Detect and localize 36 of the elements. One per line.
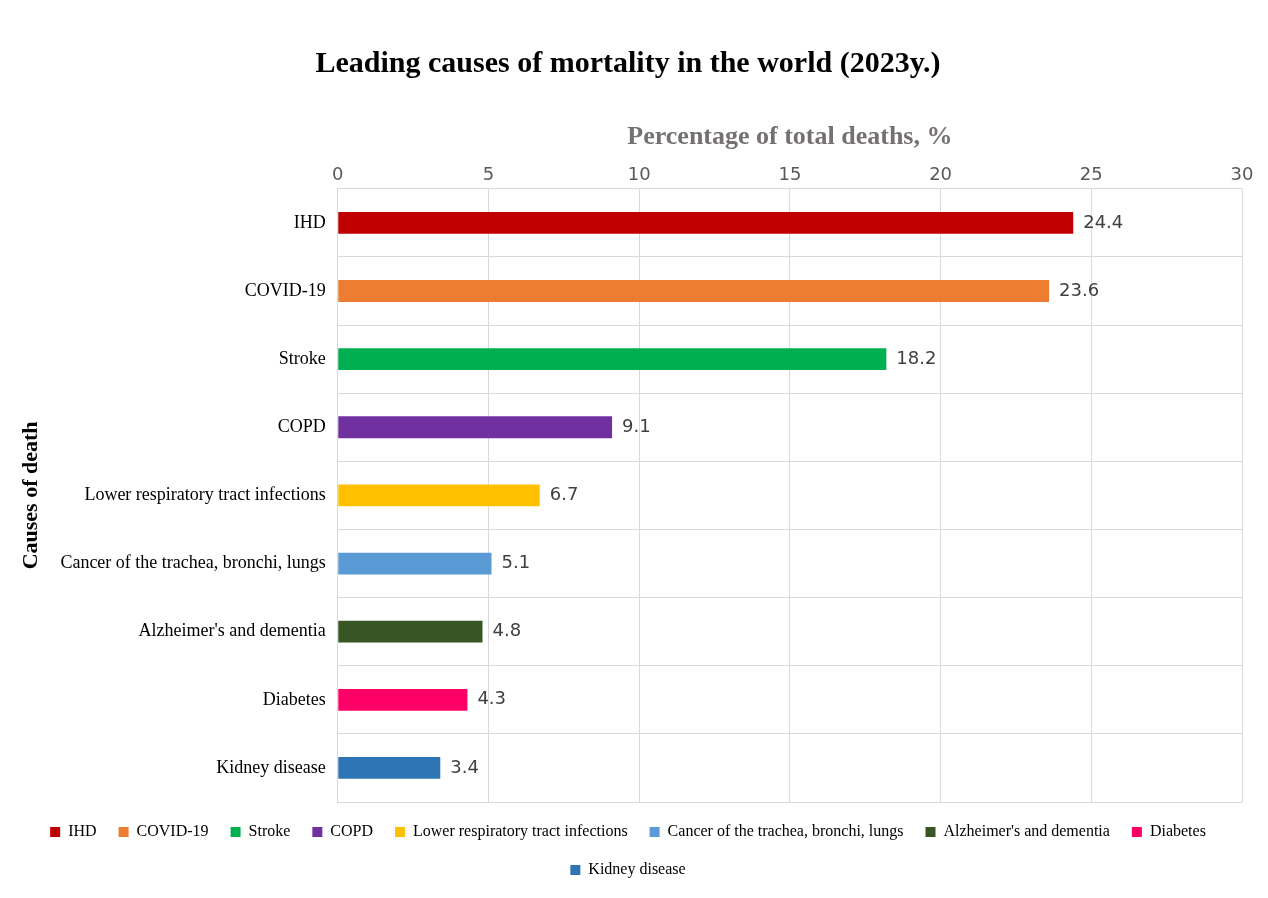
y-tick-label: Stroke: [278, 347, 326, 368]
data-label: 3.4: [450, 755, 479, 777]
legend-label: Diabetes: [1149, 822, 1206, 840]
y-tick-label: Diabetes: [262, 688, 326, 709]
legend-label: COPD: [330, 822, 374, 840]
chart-title: Leading causes of mortality in the world (2023y.): [315, 44, 941, 79]
legend-label: Alzheimer's and dementia: [943, 822, 1110, 840]
y-axis-title: Causes of death: [16, 421, 42, 570]
x-tick-label: 25: [1079, 162, 1103, 184]
legend-label: Kidney disease: [588, 860, 686, 879]
y-tick-label: Lower respiratory tract infections: [84, 484, 326, 505]
data-label: 18.2: [896, 346, 937, 368]
x-tick-label: 0: [332, 162, 344, 184]
x-axis-title: Percentage of total deaths, %: [627, 121, 953, 151]
y-tick-label: IHD: [293, 211, 326, 232]
y-tick-label: COPD: [277, 416, 326, 436]
legend-label: Cancer of the trachea, bronchi, lungs: [667, 822, 904, 841]
legend-label: IHD: [68, 822, 97, 840]
x-tick-label: 5: [482, 162, 495, 184]
data-label: 4.8: [492, 619, 522, 641]
data-label: 5.1: [501, 551, 531, 573]
x-tick-label: 30: [1230, 162, 1254, 184]
x-tick-label: 10: [627, 162, 651, 184]
data-label: 24.4: [1083, 210, 1124, 232]
legend-label: Lower respiratory tract infections: [413, 822, 628, 841]
data-label: 9.1: [622, 414, 651, 436]
data-label: 4.3: [477, 687, 507, 709]
x-tick-label: 20: [929, 162, 953, 184]
x-tick-label: 15: [778, 162, 802, 184]
y-tick-label: COVID-19: [244, 279, 326, 300]
y-tick-label: Cancer of the trachea, bronchi, lungs: [60, 552, 326, 573]
legend-label: COVID-19: [136, 822, 209, 840]
data-label: 23.6: [1059, 278, 1100, 300]
y-tick-label: Kidney disease: [216, 756, 326, 777]
y-tick-label: Alzheimer's and dementia: [138, 620, 326, 641]
data-label: 6.7: [549, 483, 579, 505]
